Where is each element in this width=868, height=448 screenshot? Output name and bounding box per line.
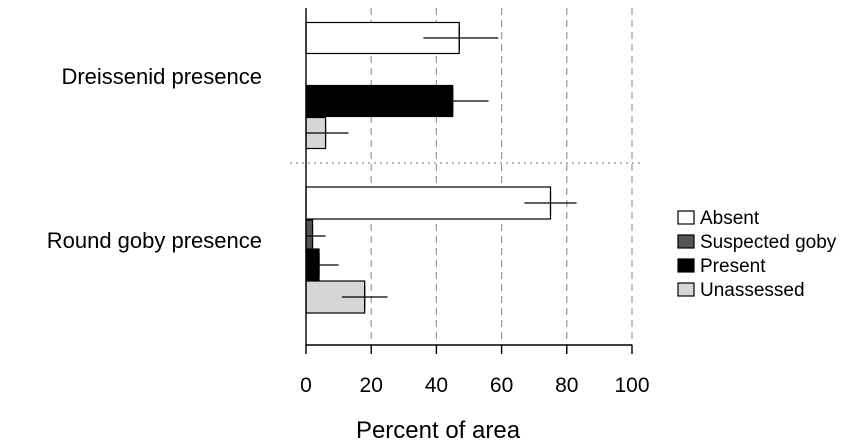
group-labels: Dreissenid presence Round goby presence [47,64,262,253]
legend: Absent Suspected goby Present Unassessed [677,208,837,301]
group-label: Dreissenid presence [61,64,262,89]
legend-swatch [677,234,695,249]
x-axis-label: Percent of area [356,417,521,444]
x-tick-label: 20 [360,374,383,397]
x-tick-label: 0 [300,374,312,397]
x-tick-label: 40 [425,374,448,397]
legend-swatch [677,282,695,297]
bar-absent [305,186,552,220]
x-tick-label: 100 [614,374,649,397]
gridlines [290,8,641,345]
axes: 0 20 40 60 80 100 [300,8,650,397]
legend-swatch [677,210,695,225]
x-tick-label: 60 [490,374,513,397]
x-tick-label: 80 [555,374,578,397]
group-label: Round goby presence [47,228,262,253]
legend-label: Present [700,256,766,277]
legend-label: Suspected goby [700,232,837,253]
bars [305,21,577,314]
legend-label: Unassessed [700,280,805,301]
legend-label: Absent [700,208,760,229]
legend-swatch [677,258,695,273]
